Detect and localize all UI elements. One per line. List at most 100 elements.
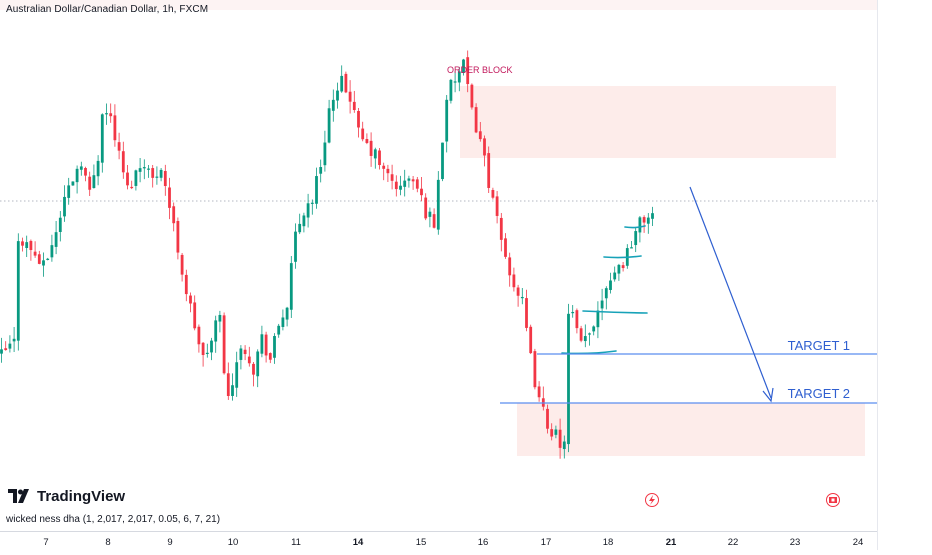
liquidity-line[interactable] [603,255,642,259]
candle-body[interactable] [365,138,369,143]
liquidity-line[interactable] [561,350,617,355]
candle-body[interactable] [306,203,310,218]
candle-body[interactable] [327,108,331,143]
candle-body[interactable] [428,211,432,217]
candle-body[interactable] [58,217,62,232]
candle-body[interactable] [495,196,499,216]
candle-body[interactable] [155,176,159,178]
candle-body[interactable] [168,187,171,208]
candle-body[interactable] [571,311,575,314]
candle-body[interactable] [201,342,205,356]
lightning-icon[interactable] [645,493,659,507]
candle-body[interactable] [424,197,428,219]
candle-body[interactable] [8,343,12,349]
candle-body[interactable] [588,333,591,335]
candle-body[interactable] [617,264,621,274]
candle-body[interactable] [512,274,516,288]
candle-body[interactable] [21,241,24,246]
candle-body[interactable] [596,310,600,328]
candle-body[interactable] [142,167,146,169]
indicator-label[interactable]: wicked ness dha (1, 2,017, 2,017, 0.05, … [6,514,221,525]
liquidity-line[interactable] [624,225,646,229]
candle-body[interactable] [184,274,188,295]
candle-body[interactable] [163,170,167,187]
candle-body[interactable] [592,326,596,332]
candle-body[interactable] [235,362,239,388]
candle-body[interactable] [159,169,163,178]
order-block-zone[interactable] [460,86,836,158]
candle-body[interactable] [172,206,176,224]
candle-body[interactable] [260,334,264,354]
candle-body[interactable] [252,363,255,375]
candle-body[interactable] [403,180,407,187]
candle-body[interactable] [550,429,554,437]
candle-body[interactable] [457,71,461,83]
candle-body[interactable] [399,185,402,190]
projection-arrow[interactable] [689,186,772,399]
candle-body[interactable] [117,142,121,151]
candle-body[interactable] [420,188,423,196]
candle-body[interactable] [294,231,297,262]
candle-body[interactable] [256,351,260,377]
candle-body[interactable] [336,90,339,101]
candle-body[interactable] [470,84,474,108]
candle-body[interactable] [88,176,92,190]
candle-body[interactable] [415,179,419,189]
candle-body[interactable] [315,176,318,204]
candle-body[interactable] [197,326,201,345]
candle-body[interactable] [642,217,646,223]
candle-body[interactable] [533,351,537,388]
candle-body[interactable] [264,334,268,356]
candle-body[interactable] [516,287,520,296]
candle-body[interactable] [239,348,243,360]
candle-body[interactable] [210,340,213,353]
candle-body[interactable] [394,181,398,190]
candle-body[interactable] [310,202,314,204]
candle-body[interactable] [361,128,365,140]
candle-body[interactable] [621,265,625,269]
candle-body[interactable] [63,196,66,217]
candle-body[interactable] [37,254,41,264]
candle-body[interactable] [247,356,251,364]
candle-body[interactable] [352,101,356,111]
candle-body[interactable] [113,115,117,141]
candle-body[interactable] [546,408,549,429]
candle-body[interactable] [138,168,142,172]
candle-body[interactable] [273,336,276,358]
candle-body[interactable] [218,314,222,322]
candle-body[interactable] [499,217,503,240]
candle-body[interactable] [12,338,16,342]
candle-body[interactable] [562,441,566,450]
candle-body[interactable] [302,215,306,227]
candle-body[interactable] [92,175,96,189]
candle-body[interactable] [369,140,373,156]
candle-body[interactable] [33,251,37,256]
candle-body[interactable] [67,185,71,198]
candle-body[interactable] [474,107,478,133]
candle-body[interactable] [126,172,129,186]
candle-body[interactable] [134,170,138,186]
candle-body[interactable] [407,178,411,181]
candle-body[interactable] [231,385,234,396]
candle-body[interactable] [214,320,218,342]
candle-body[interactable] [390,174,394,181]
candle-body[interactable] [600,300,604,309]
candle-body[interactable] [46,258,50,260]
candle-body[interactable] [382,165,386,169]
candle-body[interactable] [436,179,440,230]
candle-body[interactable] [96,160,100,177]
candle-body[interactable] [289,263,293,310]
candle-body[interactable] [189,295,192,304]
candle-body[interactable] [243,349,247,355]
candle-body[interactable] [79,166,83,170]
candle-body[interactable] [25,242,29,248]
candle-body[interactable] [54,232,58,247]
candle-body[interactable] [432,214,436,228]
candle-body[interactable] [71,181,75,186]
candle-body[interactable] [411,179,415,182]
candle-body[interactable] [348,91,352,102]
candle-body[interactable] [630,247,633,249]
candle-body[interactable] [558,429,562,448]
candle-body[interactable] [378,150,381,166]
